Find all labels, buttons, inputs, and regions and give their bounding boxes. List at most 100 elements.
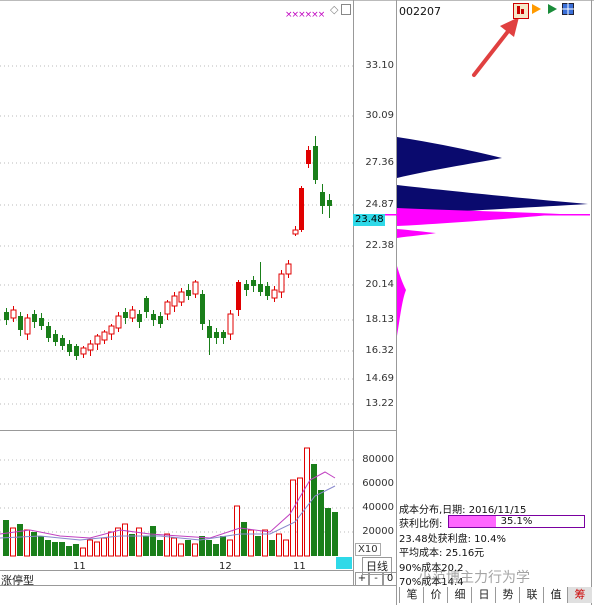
cost-line-profit-at-price: 23.48处获利盘: 10.4% bbox=[399, 534, 506, 545]
candlestick bbox=[236, 280, 241, 316]
bottom-tab[interactable]: 值 bbox=[543, 587, 568, 603]
candlestick bbox=[192, 280, 199, 298]
volume-bar bbox=[227, 539, 233, 557]
cost-line-average: 平均成本: 25.16元 bbox=[399, 548, 485, 559]
zoom-in-button[interactable]: + bbox=[355, 572, 369, 586]
volume-bar bbox=[297, 477, 303, 557]
volume-bar bbox=[185, 540, 191, 556]
bottom-tab[interactable]: 日 bbox=[471, 587, 496, 603]
candlestick bbox=[144, 296, 149, 318]
chip-peak bbox=[397, 229, 436, 238]
candlestick bbox=[221, 330, 226, 344]
square-icon[interactable] bbox=[341, 4, 351, 15]
candlestick bbox=[80, 346, 87, 358]
bottom-tab[interactable]: 细 bbox=[447, 587, 472, 603]
current-price-label: 23.48 bbox=[353, 214, 385, 226]
zoom-reset-button[interactable]: 0 bbox=[383, 572, 397, 586]
candlestick bbox=[227, 310, 234, 340]
price-axis-label: 22.38 bbox=[365, 240, 394, 251]
candlestick bbox=[200, 290, 205, 330]
stock-code: 002207 bbox=[399, 5, 441, 18]
volume-bar bbox=[129, 534, 135, 556]
candlestick bbox=[299, 186, 304, 232]
price-axis-label: 14.69 bbox=[365, 373, 394, 384]
period-button[interactable]: 日线 bbox=[362, 557, 392, 575]
candlestick bbox=[171, 292, 178, 312]
candlestick bbox=[129, 306, 136, 322]
volume-ma-line bbox=[0, 471, 336, 539]
zoom-out-button[interactable]: - bbox=[369, 572, 383, 586]
profit-value: 35.1% bbox=[500, 516, 533, 527]
profit-bar: 35.1% bbox=[448, 515, 585, 528]
candlestick bbox=[292, 226, 299, 236]
candlestick bbox=[39, 313, 44, 330]
volume-bar bbox=[171, 537, 177, 557]
volume-axis-label: 80000 bbox=[362, 454, 394, 465]
candlestick bbox=[278, 270, 285, 298]
volume-axis-label: 60000 bbox=[362, 478, 394, 489]
candlestick bbox=[320, 184, 325, 214]
price-axis-label: 33.10 bbox=[365, 60, 394, 71]
volume-bar bbox=[45, 540, 51, 556]
indicator-type-label[interactable]: 涨停型 bbox=[1, 574, 34, 587]
candlestick bbox=[67, 340, 72, 356]
bottom-tab[interactable]: 筹 bbox=[567, 587, 592, 603]
candlestick bbox=[306, 146, 311, 168]
cost-line-70: 70%成本14.4 bbox=[399, 577, 464, 588]
chip-window-icon[interactable] bbox=[513, 3, 529, 19]
volume-bar bbox=[241, 522, 247, 556]
volume-bar bbox=[122, 523, 128, 557]
volume-bar bbox=[164, 533, 170, 557]
price-axis-label: 24.87 bbox=[365, 199, 394, 210]
profit-bar-fill bbox=[449, 516, 497, 527]
candlestick bbox=[265, 282, 270, 300]
candlestick bbox=[313, 136, 318, 184]
volume-bar bbox=[234, 505, 240, 557]
volume-bar bbox=[52, 542, 58, 556]
volume-bar bbox=[269, 540, 275, 556]
price-axis-label: 20.14 bbox=[365, 279, 394, 290]
date-label: 12 bbox=[219, 561, 232, 572]
volume-bar bbox=[150, 526, 156, 556]
candlestick bbox=[32, 310, 37, 328]
play-triangle-icon[interactable] bbox=[529, 3, 543, 17]
volume-axis-label: 40000 bbox=[362, 502, 394, 513]
volume-bar bbox=[276, 533, 282, 557]
volume-bar bbox=[94, 541, 100, 557]
volume-bar bbox=[192, 543, 198, 557]
volume-bar bbox=[157, 540, 163, 556]
volume-bar bbox=[10, 527, 16, 557]
diamond-icon[interactable]: ◇ bbox=[330, 3, 339, 16]
price-axis-label: 27.36 bbox=[365, 157, 394, 168]
green-triangle-icon[interactable] bbox=[545, 3, 559, 17]
bottom-tab[interactable]: 价 bbox=[423, 587, 448, 603]
volume-bar bbox=[262, 529, 268, 557]
volume-bar bbox=[31, 532, 37, 556]
candlestick bbox=[101, 330, 108, 344]
volume-bar bbox=[304, 447, 310, 557]
candlestick bbox=[46, 322, 51, 342]
volume-bar bbox=[318, 490, 324, 556]
cost-title: 成本分布,日期: 2016/11/15 bbox=[399, 505, 527, 516]
candlestick bbox=[158, 312, 163, 328]
volume-bar bbox=[199, 536, 205, 556]
candlestick bbox=[108, 324, 115, 340]
candlestick bbox=[60, 335, 65, 350]
bottom-tab[interactable]: 笔 bbox=[399, 587, 424, 603]
volume-bar bbox=[136, 527, 142, 557]
grid-icon[interactable] bbox=[561, 3, 575, 17]
bottom-tab[interactable]: 联 bbox=[519, 587, 544, 603]
volume-bar bbox=[73, 544, 79, 556]
volume-bar bbox=[17, 524, 23, 556]
candlestick bbox=[137, 310, 142, 328]
volume-bar bbox=[66, 546, 72, 556]
volume-bar bbox=[248, 529, 254, 557]
watermark: 小范博主力行为学 bbox=[418, 570, 530, 586]
chip-peak bbox=[397, 185, 588, 216]
volume-bar bbox=[213, 544, 219, 556]
annotation-arrow bbox=[472, 17, 519, 77]
volume-bar bbox=[206, 540, 212, 556]
bottom-tab[interactable]: 势 bbox=[495, 587, 520, 603]
date-label: 11 bbox=[73, 561, 86, 572]
